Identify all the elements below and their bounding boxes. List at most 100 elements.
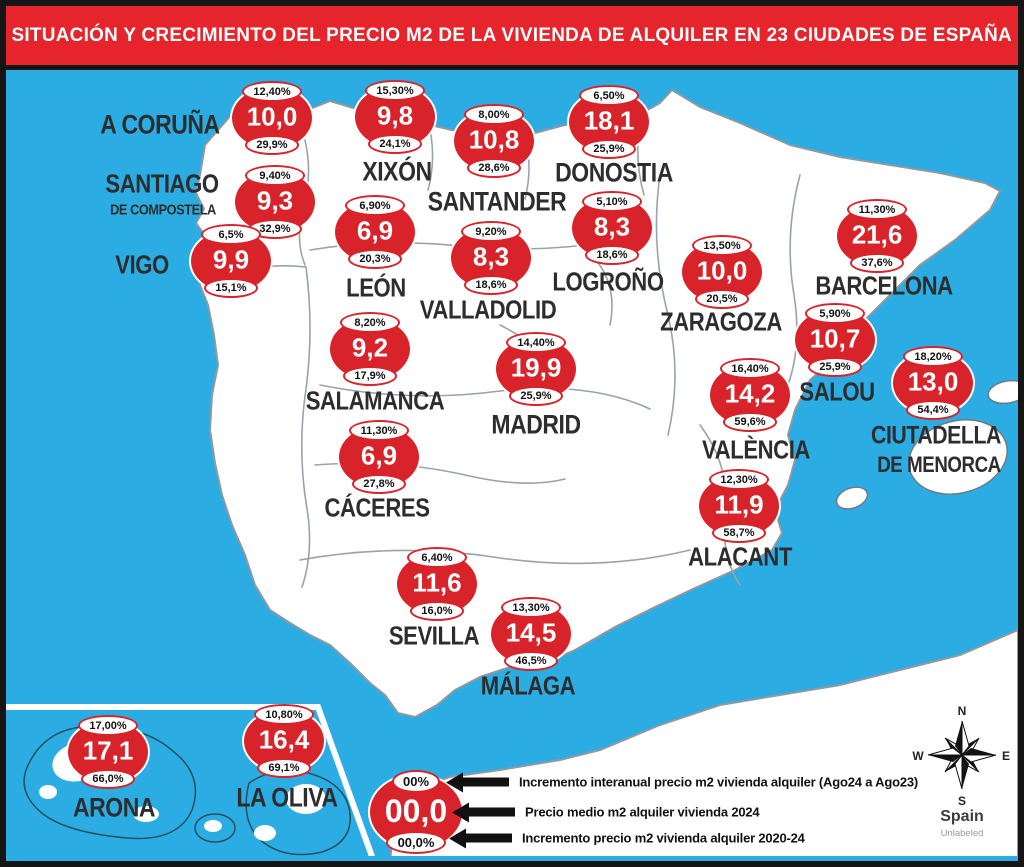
price-value: 9,3 bbox=[256, 185, 294, 216]
city-marker-barcelona: 11,30% 21,6 37,6% bbox=[835, 199, 919, 273]
growth-badge: 18,6% bbox=[585, 245, 639, 265]
price-value: 11,6 bbox=[412, 567, 462, 598]
city-marker-salamanca: 8,20% 9,2 17,9% bbox=[328, 312, 412, 386]
price-value: 17,1 bbox=[82, 735, 134, 766]
city-label-la-oliva: LA OLIVA bbox=[236, 782, 338, 813]
yoy-badge: 11,30% bbox=[847, 199, 907, 220]
city-marker-donostia: 6,50% 18,1 25,9% bbox=[567, 85, 651, 159]
city-marker-valladolid: 9,20% 8,3 18,6% bbox=[449, 221, 533, 295]
price-value: 16,4 bbox=[258, 724, 310, 755]
growth-badge: 25,9% bbox=[808, 357, 862, 377]
city-marker-salou: 5,90% 10,7 25,9% bbox=[793, 303, 877, 377]
price-value: 11,9 bbox=[714, 489, 764, 520]
city-label-xixon: XIXÓN bbox=[362, 156, 432, 187]
city-marker-santiago: 9,40% 9,3 32,9% bbox=[233, 165, 317, 239]
yoy-badge: 10,80% bbox=[254, 704, 314, 725]
yoy-badge: 6,90% bbox=[345, 195, 405, 216]
city-label-logrono: LOGROÑO bbox=[552, 266, 664, 297]
price-value: 9,2 bbox=[351, 332, 389, 363]
city-label-ciutadella: CIUTADELLA bbox=[871, 421, 1001, 450]
price-value: 18,1 bbox=[583, 105, 635, 136]
city-label-santander: SANTANDER bbox=[427, 186, 567, 217]
growth-badge: 27,8% bbox=[352, 474, 406, 494]
growth-badge: 20,3% bbox=[348, 249, 402, 269]
city-marker-caceres: 11,30% 6,9 27,8% bbox=[337, 420, 421, 494]
price-value: 10,7 bbox=[809, 323, 861, 354]
price-value: 8,3 bbox=[472, 241, 510, 272]
city-markers-layer: 12,40% 10,0 29,9% 15,30% 9,8 24,1% 8,00% 10,8 28… bbox=[6, 70, 1018, 856]
growth-badge: 54,4% bbox=[906, 400, 960, 420]
growth-badge: 25,9% bbox=[509, 386, 563, 406]
legend-label-growth: Incremento precio m2 vivienda alquiler 2… bbox=[522, 830, 805, 846]
city-marker-sevilla: 6,40% 11,6 16,0% bbox=[395, 547, 479, 621]
legend-sample-yoy-badge: 00% bbox=[392, 770, 440, 793]
growth-badge: 46,5% bbox=[504, 651, 558, 671]
city-label-leon: LEÓN bbox=[346, 272, 406, 303]
growth-badge: 28,6% bbox=[467, 158, 521, 178]
city-marker-xixon: 15,30% 9,8 24,1% bbox=[353, 80, 437, 154]
legend-label-price: Precio medio m2 alquiler vivienda 2024 bbox=[525, 804, 760, 820]
legend-sample-price: 00,0 bbox=[384, 792, 448, 829]
compass-e-label: E bbox=[1002, 749, 1010, 763]
canary-inset-divider bbox=[6, 704, 376, 856]
page-title: SITUACIÓN Y CRECIMIENTO DEL PRECIO M2 DE… bbox=[11, 24, 1013, 46]
city-label-a-coruna: A CORUÑA bbox=[100, 109, 220, 140]
price-value: 10,8 bbox=[468, 124, 520, 155]
legend-sample-marker: 00% 00,0 00,0% bbox=[368, 770, 464, 854]
growth-badge: 32,9% bbox=[248, 219, 302, 239]
city-marker-zaragoza: 13,50% 10,0 20,5% bbox=[680, 235, 764, 309]
legend-arrow-icon bbox=[446, 772, 509, 792]
city-sublabel-santiago: DE COMPOSTELA bbox=[110, 201, 216, 219]
city-marker-logrono: 5,10% 8,3 18,6% bbox=[570, 191, 654, 265]
compass-title: Spain bbox=[940, 808, 984, 825]
city-marker-valencia: 16,40% 14,2 59,6% bbox=[708, 358, 792, 432]
price-value: 19,9 bbox=[510, 352, 562, 383]
legend-row-price: Precio medio m2 alquiler vivienda 2024 bbox=[452, 802, 760, 822]
city-marker-arona: 17,00% 17,1 66,0% bbox=[66, 715, 150, 789]
city-label-salou: SALOU bbox=[799, 376, 875, 407]
yoy-badge: 6,40% bbox=[407, 547, 467, 568]
growth-badge: 25,9% bbox=[582, 139, 636, 159]
compass-n-label: N bbox=[958, 704, 967, 718]
yoy-badge: 11,30% bbox=[349, 420, 409, 441]
city-label-santiago: SANTIAGO bbox=[105, 168, 219, 199]
city-label-vigo: VIGO bbox=[115, 249, 169, 280]
legend-row-yoy: Incremento interanual precio m2 vivienda… bbox=[446, 772, 918, 792]
city-label-zaragoza: ZARAGOZA bbox=[660, 306, 782, 337]
growth-badge: 58,7% bbox=[712, 523, 766, 543]
legend-sample-growth-badge: 00,0% bbox=[386, 831, 446, 854]
growth-badge: 20,5% bbox=[695, 289, 749, 309]
yoy-badge: 16,40% bbox=[720, 358, 780, 379]
city-label-barcelona: BARCELONA bbox=[815, 270, 953, 301]
growth-badge: 37,6% bbox=[850, 253, 904, 273]
legend-arrow-icon bbox=[452, 802, 515, 822]
balearic-islands bbox=[835, 379, 1018, 510]
growth-badge: 18,6% bbox=[464, 275, 518, 295]
yoy-badge: 9,40% bbox=[245, 165, 305, 186]
city-label-caceres: CÁCERES bbox=[324, 492, 430, 523]
growth-badge: 24,1% bbox=[368, 134, 422, 154]
city-sublabel-ciutadella: DE MENORCA bbox=[877, 452, 1001, 477]
price-value: 10,0 bbox=[246, 101, 298, 132]
city-label-arona: ARONA bbox=[72, 792, 156, 823]
price-value: 13,0 bbox=[907, 366, 959, 397]
yoy-badge: 13,50% bbox=[692, 235, 752, 256]
yoy-badge: 6,5% bbox=[201, 224, 261, 245]
price-value: 21,6 bbox=[851, 219, 903, 250]
growth-badge: 16,0% bbox=[410, 601, 464, 621]
growth-badge: 59,6% bbox=[723, 412, 777, 432]
compass-w-label: W bbox=[912, 749, 924, 763]
city-label-malaga: MÁLAGA bbox=[480, 670, 576, 701]
compass-star bbox=[927, 720, 997, 790]
yoy-badge: 12,30% bbox=[709, 469, 769, 490]
yoy-badge: 12,40% bbox=[242, 81, 302, 102]
map-area: N S W E Spain Unlabeled A CORUÑA XIXÓN SAN… bbox=[6, 70, 1018, 856]
price-value: 14,5 bbox=[505, 617, 557, 648]
city-marker-madrid: 14,40% 19,9 25,9% bbox=[494, 332, 578, 406]
price-value: 10,0 bbox=[696, 255, 748, 286]
city-label-donostia: DONOSTIA bbox=[555, 157, 673, 188]
legend-arrow-icon bbox=[449, 828, 512, 848]
title-bar: SITUACIÓN Y CRECIMIENTO DEL PRECIO M2 DE… bbox=[6, 6, 1018, 70]
city-labels-layer: A CORUÑA XIXÓN SANTANDER DONOSTIA SANTIAGO DE… bbox=[6, 70, 1018, 856]
